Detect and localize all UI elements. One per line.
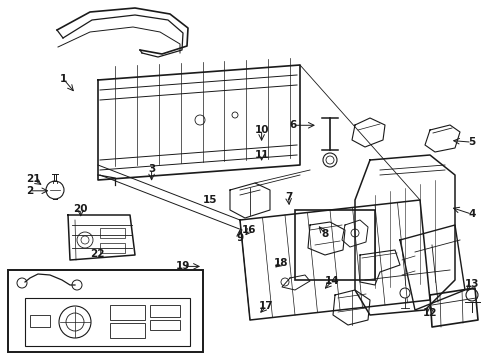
Text: 9: 9 bbox=[236, 233, 243, 243]
Text: 5: 5 bbox=[468, 137, 474, 147]
Text: 19: 19 bbox=[176, 261, 190, 271]
Text: 20: 20 bbox=[73, 204, 88, 214]
Text: 8: 8 bbox=[321, 229, 328, 239]
Text: 21: 21 bbox=[26, 174, 41, 184]
Text: 3: 3 bbox=[148, 164, 155, 174]
Text: 4: 4 bbox=[467, 209, 475, 219]
Text: 11: 11 bbox=[254, 150, 268, 160]
Text: 16: 16 bbox=[242, 225, 256, 235]
Text: 6: 6 bbox=[289, 120, 296, 130]
Text: 22: 22 bbox=[90, 249, 105, 259]
Text: 17: 17 bbox=[259, 301, 273, 311]
Text: 14: 14 bbox=[325, 276, 339, 286]
Text: 12: 12 bbox=[422, 308, 437, 318]
Text: 10: 10 bbox=[254, 125, 268, 135]
Text: 2: 2 bbox=[26, 186, 33, 196]
Text: 7: 7 bbox=[284, 192, 292, 202]
Text: 15: 15 bbox=[203, 195, 217, 205]
Text: 13: 13 bbox=[464, 279, 478, 289]
Text: 1: 1 bbox=[60, 74, 67, 84]
Text: 18: 18 bbox=[273, 258, 288, 268]
